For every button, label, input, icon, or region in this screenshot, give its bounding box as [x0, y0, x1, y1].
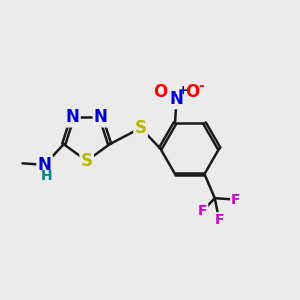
- Text: S: S: [135, 119, 147, 137]
- Text: -: -: [198, 79, 204, 93]
- Text: +: +: [178, 84, 188, 97]
- Text: N: N: [38, 156, 52, 174]
- Text: F: F: [198, 204, 207, 218]
- Text: O: O: [153, 82, 167, 100]
- Text: F: F: [214, 213, 224, 227]
- Text: H: H: [41, 169, 53, 183]
- Text: N: N: [169, 90, 183, 108]
- Text: N: N: [66, 108, 80, 126]
- Text: N: N: [94, 108, 108, 126]
- Text: O: O: [186, 82, 200, 100]
- Text: S: S: [81, 152, 93, 170]
- Text: F: F: [231, 193, 241, 207]
